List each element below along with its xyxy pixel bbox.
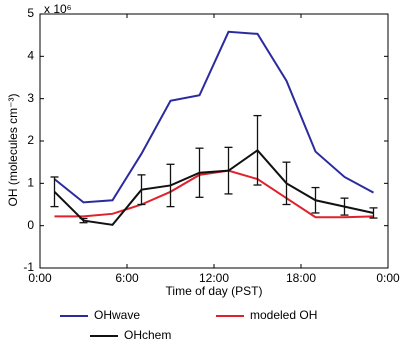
error-bar (340, 197, 349, 216)
error-bar (195, 147, 204, 198)
y-tick-label: -1 (23, 260, 34, 274)
y-tick-label: 4 (27, 49, 34, 63)
series-line (53, 148, 374, 226)
x-tick-label: 0:00 (376, 271, 400, 285)
error-bar (369, 207, 378, 219)
y-axis-label: OH (molecules cm⁻³) (6, 93, 20, 206)
y-tick-label: 1 (27, 176, 34, 190)
x-tick-label: 0:00 (28, 271, 52, 285)
error-bar (224, 146, 233, 195)
legend-label: modeled OH (250, 308, 317, 322)
x-axis-label: Time of day (PST) (166, 284, 263, 298)
plot-frame (39, 13, 389, 269)
error-bar (79, 217, 88, 224)
y-tick-label: 0 (27, 218, 34, 232)
error-bar (311, 186, 320, 214)
x-tick-label: 12:00 (199, 271, 229, 285)
x-tick-label: 6:00 (115, 271, 139, 285)
legend-label: OHwave (94, 308, 140, 322)
legend-label: OHchem (124, 328, 171, 342)
error-bar (137, 174, 146, 206)
series-line (54, 169, 374, 219)
error-bar (50, 176, 59, 208)
error-bar (166, 163, 175, 208)
error-bar (253, 114, 262, 186)
y-tick-label: 5 (27, 6, 34, 20)
series-line (53, 30, 374, 204)
y-tick-label: 2 (27, 133, 34, 147)
y-tick-label: 3 (27, 91, 34, 105)
error-bar (282, 161, 291, 206)
x-tick-label: 18:00 (286, 271, 316, 285)
multiplier: x 10⁶ (44, 2, 72, 16)
